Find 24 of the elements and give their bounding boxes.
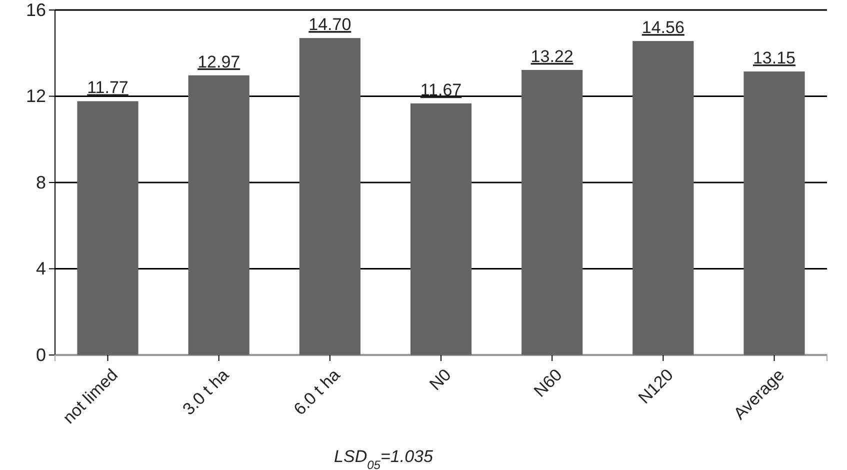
data-label: 11.77 bbox=[87, 78, 128, 98]
bar bbox=[410, 103, 472, 355]
text: LSD$_{05}$=1.035 bbox=[334, 447, 434, 470]
x-tick-label: N0 bbox=[426, 365, 455, 394]
x-tick-label: 3.0 t ha bbox=[179, 364, 233, 419]
data-label: 12.97 bbox=[198, 52, 240, 72]
data-label: 14.56 bbox=[642, 18, 684, 38]
x-tick-label: 6.0 t ha bbox=[290, 364, 344, 419]
bar bbox=[522, 70, 583, 355]
bar bbox=[632, 41, 694, 355]
y-tick-label: 16 bbox=[26, 0, 46, 20]
y-tick-label: 12 bbox=[26, 86, 46, 106]
y-tick-label: 4 bbox=[36, 258, 46, 279]
data-label: 13.15 bbox=[752, 48, 796, 68]
data-label: 14.70 bbox=[308, 15, 352, 34]
y-tick-label: 8 bbox=[36, 172, 46, 192]
bar bbox=[188, 75, 250, 355]
bar bbox=[744, 71, 805, 355]
bar bbox=[299, 38, 360, 355]
bar bbox=[77, 101, 138, 355]
data-label: 13.22 bbox=[530, 46, 574, 66]
y-tick-label: 0 bbox=[36, 344, 46, 365]
x-tick-label: N60 bbox=[530, 365, 566, 401]
data-label: 11.67 bbox=[420, 80, 462, 100]
